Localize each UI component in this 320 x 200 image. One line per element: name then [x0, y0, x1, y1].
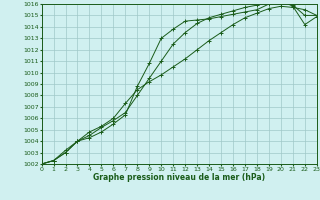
X-axis label: Graphe pression niveau de la mer (hPa): Graphe pression niveau de la mer (hPa) [93, 173, 265, 182]
